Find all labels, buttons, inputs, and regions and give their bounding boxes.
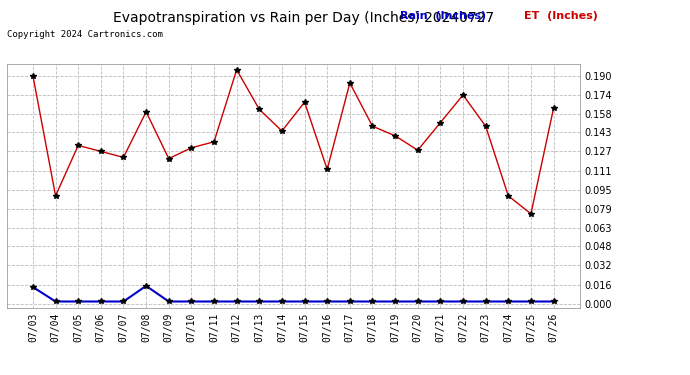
Text: Evapotranspiration vs Rain per Day (Inches) 20240727: Evapotranspiration vs Rain per Day (Inch… (113, 11, 494, 25)
Text: Copyright 2024 Cartronics.com: Copyright 2024 Cartronics.com (7, 30, 163, 39)
Text: ET  (Inches): ET (Inches) (524, 11, 598, 21)
Text: Rain  (Inches): Rain (Inches) (400, 11, 486, 21)
